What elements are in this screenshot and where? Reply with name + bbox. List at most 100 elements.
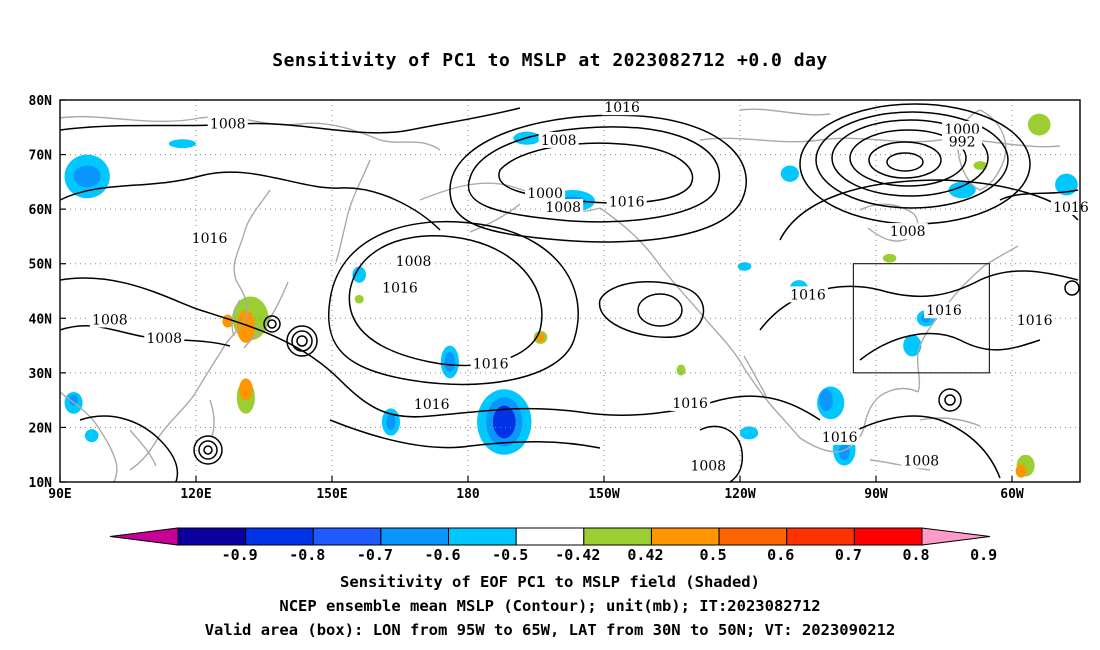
lat-tick-label: 30N xyxy=(29,367,53,382)
colorbar-segment xyxy=(177,527,247,546)
shaded-patch xyxy=(838,443,850,461)
contour-label: 992 xyxy=(949,135,976,151)
contour-label-bg xyxy=(942,133,983,150)
contour-label: 1008 xyxy=(690,459,726,475)
colorbar-segment xyxy=(380,527,450,546)
lat-tick-label: 60N xyxy=(29,203,53,218)
shaded-patch xyxy=(1027,113,1051,136)
shaded-patch xyxy=(973,161,988,170)
contour-label-bg xyxy=(525,184,566,201)
contour-label: 1008 xyxy=(92,312,128,328)
lon-tick-label: 90E xyxy=(48,487,71,502)
mslp-contours xyxy=(59,103,1080,483)
map-frame xyxy=(59,99,1081,483)
chart-title: Sensitivity of PC1 to MSLP at 2023082712… xyxy=(272,50,828,71)
contour-label: 1016 xyxy=(1053,200,1089,216)
colorbar-segment xyxy=(448,527,517,546)
contour-label: 1016 xyxy=(473,357,509,373)
colorbar-segment xyxy=(718,527,788,546)
contour-label: 1016 xyxy=(414,397,450,413)
caption-line-2: NCEP ensemble mean MSLP (Contour); unit(… xyxy=(279,597,821,615)
contour-label: 1016 xyxy=(926,303,962,319)
shaded-patch xyxy=(676,364,686,376)
contour-label-bg xyxy=(411,396,452,413)
contour-label-bg xyxy=(606,193,647,210)
colorbar-segment xyxy=(583,527,652,546)
contour-label-bg xyxy=(189,230,230,247)
contour-label: 1008 xyxy=(904,453,940,469)
colorbar-label: -0.8 xyxy=(289,546,325,564)
shaded-patch xyxy=(239,378,253,401)
contour-label-bg xyxy=(602,99,643,116)
shaded-patch xyxy=(737,262,752,271)
shaded-patch xyxy=(492,405,516,439)
contour-label-bg xyxy=(538,131,579,148)
contour-label-bg xyxy=(819,428,860,445)
colorbar-label: -0.9 xyxy=(222,546,258,564)
contour-label: 1008 xyxy=(890,224,926,240)
shaded-patch xyxy=(780,165,799,182)
shaded-patch xyxy=(1015,464,1027,478)
lon-tick-label: 150W xyxy=(588,487,619,502)
lat-tick-label: 40N xyxy=(29,312,53,327)
shaded-patch xyxy=(354,294,364,304)
contour-label: 1008 xyxy=(146,331,182,347)
shaded-patch xyxy=(352,266,367,283)
lon-tick-label: 120W xyxy=(724,487,755,502)
shaded-patch xyxy=(819,389,833,412)
colorbar-label: -0.42 xyxy=(555,546,600,564)
caption-line-1: Sensitivity of EOF PC1 to MSLP field (Sh… xyxy=(340,573,760,591)
colorbar-low-arrow xyxy=(109,527,179,546)
contour-label: 1016 xyxy=(672,396,708,412)
contour-label: 1016 xyxy=(382,280,418,296)
contour-label-bg xyxy=(901,452,942,469)
contour-label: 1016 xyxy=(609,195,645,211)
contour-label-bg xyxy=(89,311,130,328)
shaded-patch xyxy=(69,394,79,406)
lon-tick-label: 120E xyxy=(180,487,211,502)
colorbar-label: -0.5 xyxy=(492,546,528,564)
contour-label-bg xyxy=(380,279,420,296)
caption-line-3: Valid area (box): LON from 95W to 65W, L… xyxy=(204,621,896,639)
shaded-patch xyxy=(386,413,396,431)
contour-label: 1000 xyxy=(527,186,563,202)
lon-tick-label: 60W xyxy=(1000,487,1024,502)
colorbar: -0.9 -0.8 -0.7 -0.6 -0.5 -0.42 0.42 0.5 0.6 0.7 0.… xyxy=(109,527,997,564)
valid-area-box xyxy=(852,263,990,374)
contour-label-bg xyxy=(470,355,511,372)
colorbar-label: 0.5 xyxy=(700,546,727,564)
contour-label-bg xyxy=(1050,199,1091,216)
shaded-patch xyxy=(536,333,545,342)
colorbar-high-arrow xyxy=(921,527,991,546)
contour-label-bg xyxy=(942,121,983,138)
contour-label-bg xyxy=(393,253,434,270)
contour-label: 1016 xyxy=(790,287,826,303)
lat-tick-label: 20N xyxy=(29,421,53,436)
colorbar-label: 0.7 xyxy=(835,546,862,564)
colorbar-segment xyxy=(515,527,585,546)
contour-label: 1016 xyxy=(822,430,858,446)
contour-label-bg xyxy=(924,302,964,319)
contour-label-bg xyxy=(887,223,928,240)
lat-tick-label: 80N xyxy=(29,94,53,109)
contour-label: 1016 xyxy=(1017,313,1053,329)
contour-label: 1008 xyxy=(210,117,246,133)
contour-label: 1008 xyxy=(396,254,432,270)
colorbar-segment xyxy=(650,527,720,546)
contour-label: 1016 xyxy=(192,231,228,247)
colorbar-label: 0.9 xyxy=(970,546,997,564)
contour-label: 1016 xyxy=(604,100,640,116)
contour-label-bg xyxy=(543,199,584,216)
lat-tick-label: 50N xyxy=(29,258,53,273)
shaded-patch xyxy=(168,139,196,149)
shaded-patch xyxy=(903,334,922,357)
contour-label-bg xyxy=(207,115,248,132)
colorbar-label: 0.6 xyxy=(767,546,794,564)
lon-tick-label: 180 xyxy=(456,487,480,502)
axis-labels: 90E 120E 150E 180 150W 120W 90W 60W 10N 20N 30N 40N… xyxy=(29,94,1024,502)
contour-label-bg xyxy=(788,286,828,303)
colorbar-label: -0.6 xyxy=(424,546,460,564)
shaded-patch xyxy=(882,253,897,263)
shaded-patch xyxy=(740,426,759,440)
